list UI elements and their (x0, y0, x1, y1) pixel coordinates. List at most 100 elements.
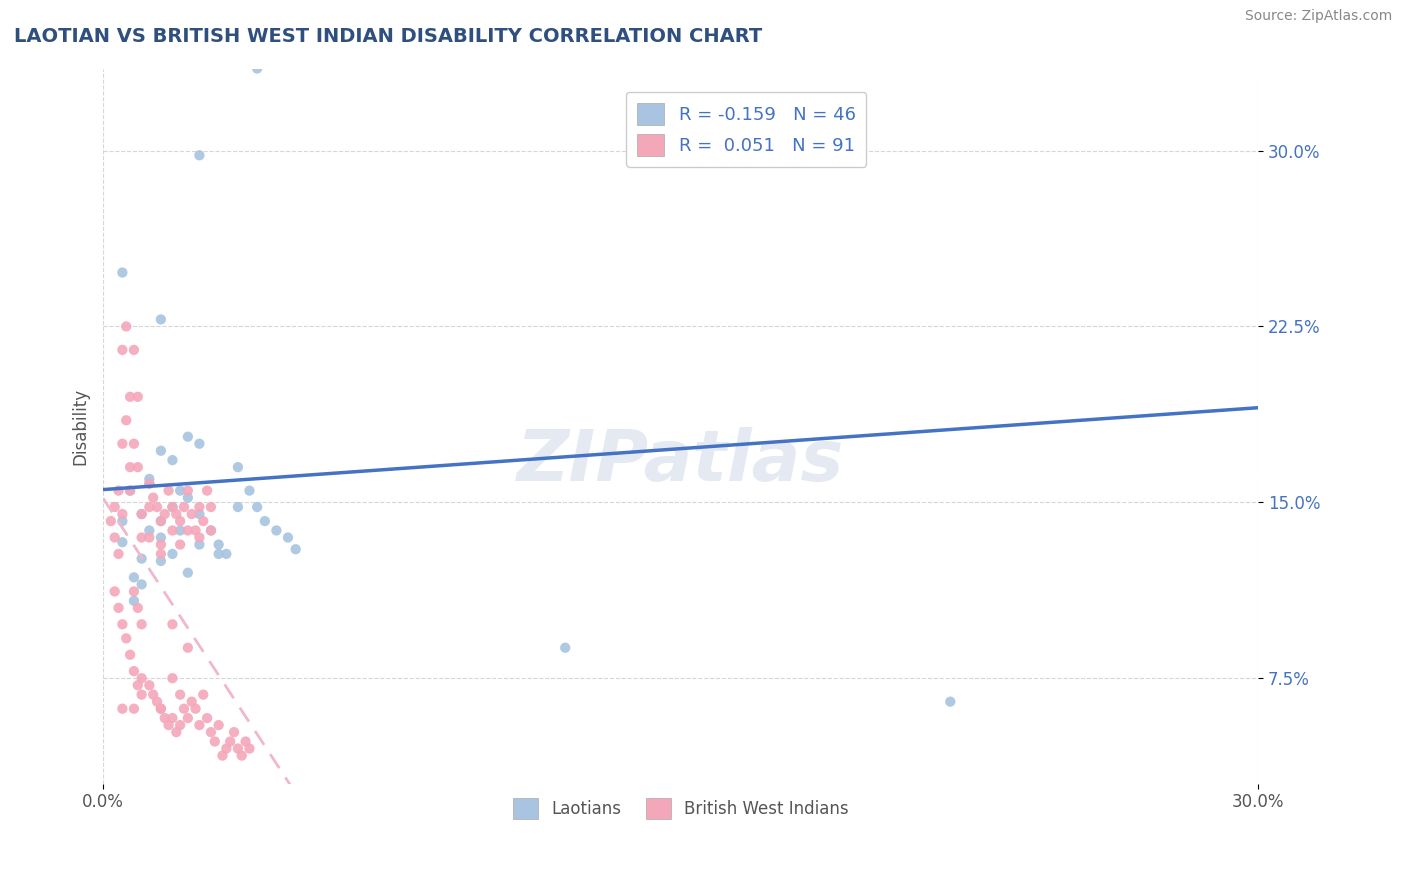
Point (138, 531, 160, 545)
Point (149, 443, 172, 458)
Legend: Laotians, British West Indians: Laotians, British West Indians (506, 792, 856, 825)
Point (169, 688, 191, 702)
Point (246, 62, 269, 76)
Point (153, 711, 176, 725)
Point (231, 748, 253, 763)
Point (208, 537, 231, 551)
Point (162, 671, 184, 685)
Point (131, 577, 153, 591)
Point (115, 319, 138, 334)
Point (127, 600, 149, 615)
Point (169, 524, 191, 538)
Point (104, 584, 127, 599)
Point (138, 476, 160, 491)
Point (111, 436, 134, 450)
Point (111, 535, 134, 549)
Point (131, 671, 153, 685)
Point (180, 695, 202, 709)
Point (222, 725, 245, 739)
Point (162, 500, 184, 514)
Point (188, 718, 211, 732)
Point (122, 594, 145, 608)
Point (104, 500, 127, 514)
Point (122, 584, 145, 599)
Point (107, 600, 129, 615)
Point (149, 554, 172, 568)
Point (631, 96, 654, 111)
Point (177, 640, 200, 655)
Text: Source: ZipAtlas.com: Source: ZipAtlas.com (1244, 9, 1392, 23)
Point (180, 507, 202, 521)
Point (162, 547, 184, 561)
Point (284, 542, 307, 557)
Point (226, 500, 249, 514)
Point (122, 702, 145, 716)
Point (173, 500, 195, 514)
Point (149, 702, 172, 716)
Point (253, 514, 276, 528)
Point (235, 734, 257, 748)
Point (193, 514, 215, 528)
Point (226, 460, 249, 475)
Point (111, 702, 134, 716)
Point (215, 741, 238, 756)
Point (219, 734, 242, 748)
Point (157, 718, 180, 732)
Point (127, 390, 149, 404)
Point (115, 632, 138, 646)
Point (238, 741, 260, 756)
Point (188, 436, 211, 450)
Point (127, 460, 149, 475)
Point (111, 343, 134, 357)
Point (149, 514, 172, 528)
Point (162, 524, 184, 538)
Point (153, 507, 176, 521)
Point (208, 718, 231, 732)
Point (162, 711, 184, 725)
Point (131, 507, 153, 521)
Point (122, 343, 145, 357)
Point (177, 524, 200, 538)
Point (277, 531, 299, 545)
Point (188, 148, 211, 162)
Point (188, 507, 211, 521)
Point (111, 266, 134, 280)
Point (162, 453, 184, 467)
Point (138, 524, 160, 538)
Point (120, 390, 142, 404)
Point (115, 413, 138, 427)
Point (142, 688, 165, 702)
Point (204, 734, 226, 748)
Point (111, 617, 134, 632)
Point (173, 702, 195, 716)
Point (146, 500, 169, 514)
Point (146, 695, 169, 709)
Point (165, 507, 187, 521)
Point (149, 531, 172, 545)
Point (169, 483, 191, 498)
Point (177, 483, 200, 498)
Point (184, 702, 207, 716)
Point (211, 748, 233, 763)
Point (169, 514, 191, 528)
Point (177, 566, 200, 580)
Text: ZIPatlas: ZIPatlas (517, 427, 845, 496)
Point (111, 514, 134, 528)
Point (162, 617, 184, 632)
Point (138, 500, 160, 514)
Point (131, 507, 153, 521)
Point (188, 537, 211, 551)
Point (169, 537, 191, 551)
Point (200, 725, 222, 739)
Point (195, 483, 218, 498)
Point (138, 476, 160, 491)
Point (177, 430, 200, 444)
Point (200, 524, 222, 538)
Point (195, 711, 218, 725)
Point (142, 491, 165, 505)
Point (149, 312, 172, 326)
Point (188, 531, 211, 545)
Point (149, 537, 172, 551)
Point (193, 688, 215, 702)
Point (131, 531, 153, 545)
